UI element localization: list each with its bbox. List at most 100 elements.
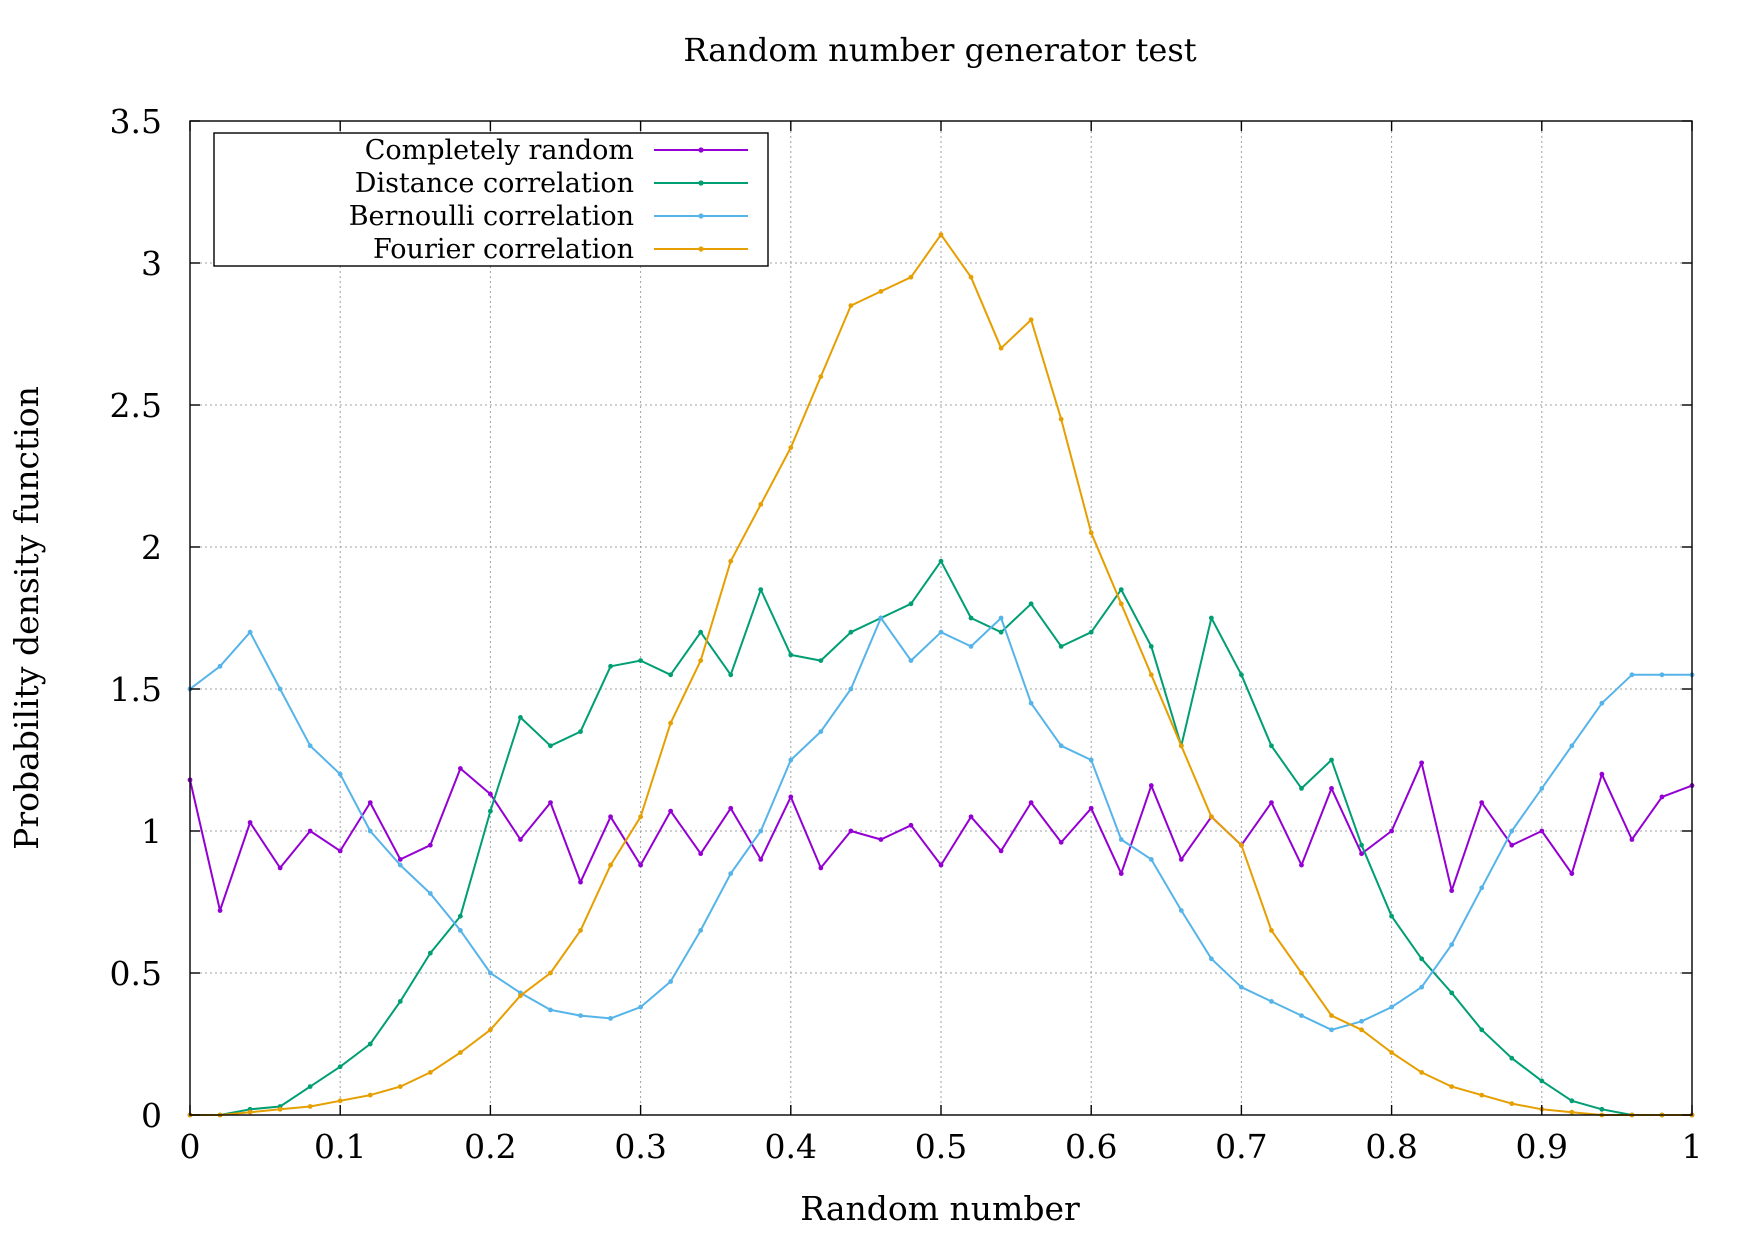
data-point bbox=[728, 871, 734, 876]
data-point bbox=[518, 993, 523, 999]
data-point bbox=[1118, 587, 1124, 592]
data-point bbox=[788, 757, 794, 763]
data-point bbox=[1479, 1092, 1485, 1098]
data-point bbox=[1178, 908, 1184, 913]
data-point bbox=[1389, 828, 1394, 834]
data-point bbox=[1239, 984, 1244, 990]
data-point bbox=[457, 766, 463, 771]
data-point bbox=[1118, 871, 1124, 876]
data-point bbox=[1479, 885, 1485, 891]
data-point bbox=[397, 862, 403, 868]
data-point bbox=[788, 794, 794, 800]
data-point bbox=[397, 857, 403, 862]
x-tick-label: 0 bbox=[180, 1127, 201, 1166]
x-axis-label: Random number bbox=[800, 1189, 1080, 1228]
data-point bbox=[307, 828, 313, 834]
x-tick-label: 0.8 bbox=[1365, 1127, 1417, 1166]
data-point bbox=[818, 374, 824, 379]
data-point bbox=[397, 999, 403, 1004]
data-point bbox=[578, 928, 583, 933]
x-tick-label: 0.5 bbox=[915, 1127, 967, 1166]
data-point bbox=[1509, 1055, 1515, 1061]
data-point bbox=[277, 865, 283, 871]
x-tick-label: 0.9 bbox=[1516, 1127, 1568, 1166]
data-point bbox=[1329, 1027, 1334, 1033]
data-point bbox=[1539, 1078, 1545, 1084]
data-point bbox=[1659, 672, 1665, 678]
data-point bbox=[1058, 743, 1064, 749]
data-point bbox=[1389, 913, 1394, 919]
data-point bbox=[488, 808, 493, 814]
data-point bbox=[1359, 842, 1364, 848]
data-point bbox=[578, 1013, 583, 1018]
data-point bbox=[1419, 956, 1425, 962]
data-point bbox=[1569, 871, 1575, 876]
data-point bbox=[337, 1064, 343, 1070]
data-point bbox=[668, 979, 674, 984]
data-point bbox=[848, 629, 854, 635]
data-point bbox=[968, 644, 974, 649]
data-point bbox=[1148, 783, 1154, 788]
data-point bbox=[1509, 1101, 1515, 1107]
tick-marks bbox=[189, 120, 1693, 1116]
data-point bbox=[698, 629, 704, 635]
data-point bbox=[638, 814, 643, 820]
y-tick-label: 3 bbox=[141, 244, 162, 283]
data-point bbox=[1148, 644, 1154, 649]
data-point bbox=[608, 814, 613, 820]
series-bernoulli-correlation bbox=[187, 615, 1695, 1033]
data-point bbox=[367, 1092, 373, 1098]
data-point bbox=[668, 720, 674, 726]
data-point bbox=[968, 814, 974, 820]
data-point bbox=[518, 715, 523, 720]
data-point bbox=[1359, 1018, 1364, 1024]
data-point bbox=[1178, 743, 1184, 749]
data-point bbox=[998, 629, 1004, 635]
data-point bbox=[367, 1041, 373, 1047]
data-point bbox=[1599, 1106, 1605, 1112]
data-point bbox=[1599, 771, 1605, 777]
data-point bbox=[938, 558, 944, 564]
data-point bbox=[578, 879, 583, 885]
series-fourier-correlation bbox=[187, 232, 1695, 1118]
data-point bbox=[908, 822, 914, 828]
data-point bbox=[367, 800, 373, 805]
data-point bbox=[758, 828, 764, 834]
data-point bbox=[938, 862, 944, 868]
y-tick-label: 3.5 bbox=[110, 102, 162, 141]
data-point bbox=[1629, 837, 1635, 842]
data-point bbox=[1599, 700, 1605, 706]
data-point bbox=[217, 908, 223, 913]
data-point bbox=[728, 805, 734, 811]
data-point bbox=[638, 658, 643, 663]
data-point bbox=[608, 862, 613, 868]
data-point bbox=[1509, 842, 1515, 848]
data-point bbox=[1449, 990, 1455, 996]
data-point bbox=[1239, 842, 1244, 848]
data-point bbox=[307, 1084, 313, 1089]
data-point bbox=[1629, 672, 1635, 678]
data-point bbox=[848, 303, 854, 308]
data-point bbox=[1419, 984, 1425, 990]
data-point bbox=[1269, 800, 1274, 805]
data-point bbox=[1028, 700, 1034, 706]
data-point bbox=[1299, 862, 1304, 868]
data-point bbox=[818, 865, 824, 871]
data-point bbox=[518, 837, 523, 842]
data-point bbox=[488, 970, 493, 976]
data-point bbox=[728, 558, 734, 564]
legend-marker bbox=[698, 147, 704, 153]
data-point bbox=[608, 663, 613, 669]
tick-labels: 0 0.1 0.2 0.3 0.4 0.5 0.6 0.7 0.8 0.9 1 0 0.5 1 1.5 2 2.… bbox=[110, 102, 1703, 1166]
data-point bbox=[277, 686, 283, 692]
data-point bbox=[1569, 1109, 1575, 1115]
data-point bbox=[1539, 786, 1545, 791]
x-tick-label: 0.4 bbox=[765, 1127, 817, 1166]
data-point bbox=[548, 800, 553, 805]
data-point bbox=[1509, 828, 1515, 834]
y-tick-label: 0.5 bbox=[110, 954, 162, 993]
data-point bbox=[427, 891, 433, 896]
data-point bbox=[1269, 743, 1274, 749]
data-point bbox=[698, 658, 704, 663]
